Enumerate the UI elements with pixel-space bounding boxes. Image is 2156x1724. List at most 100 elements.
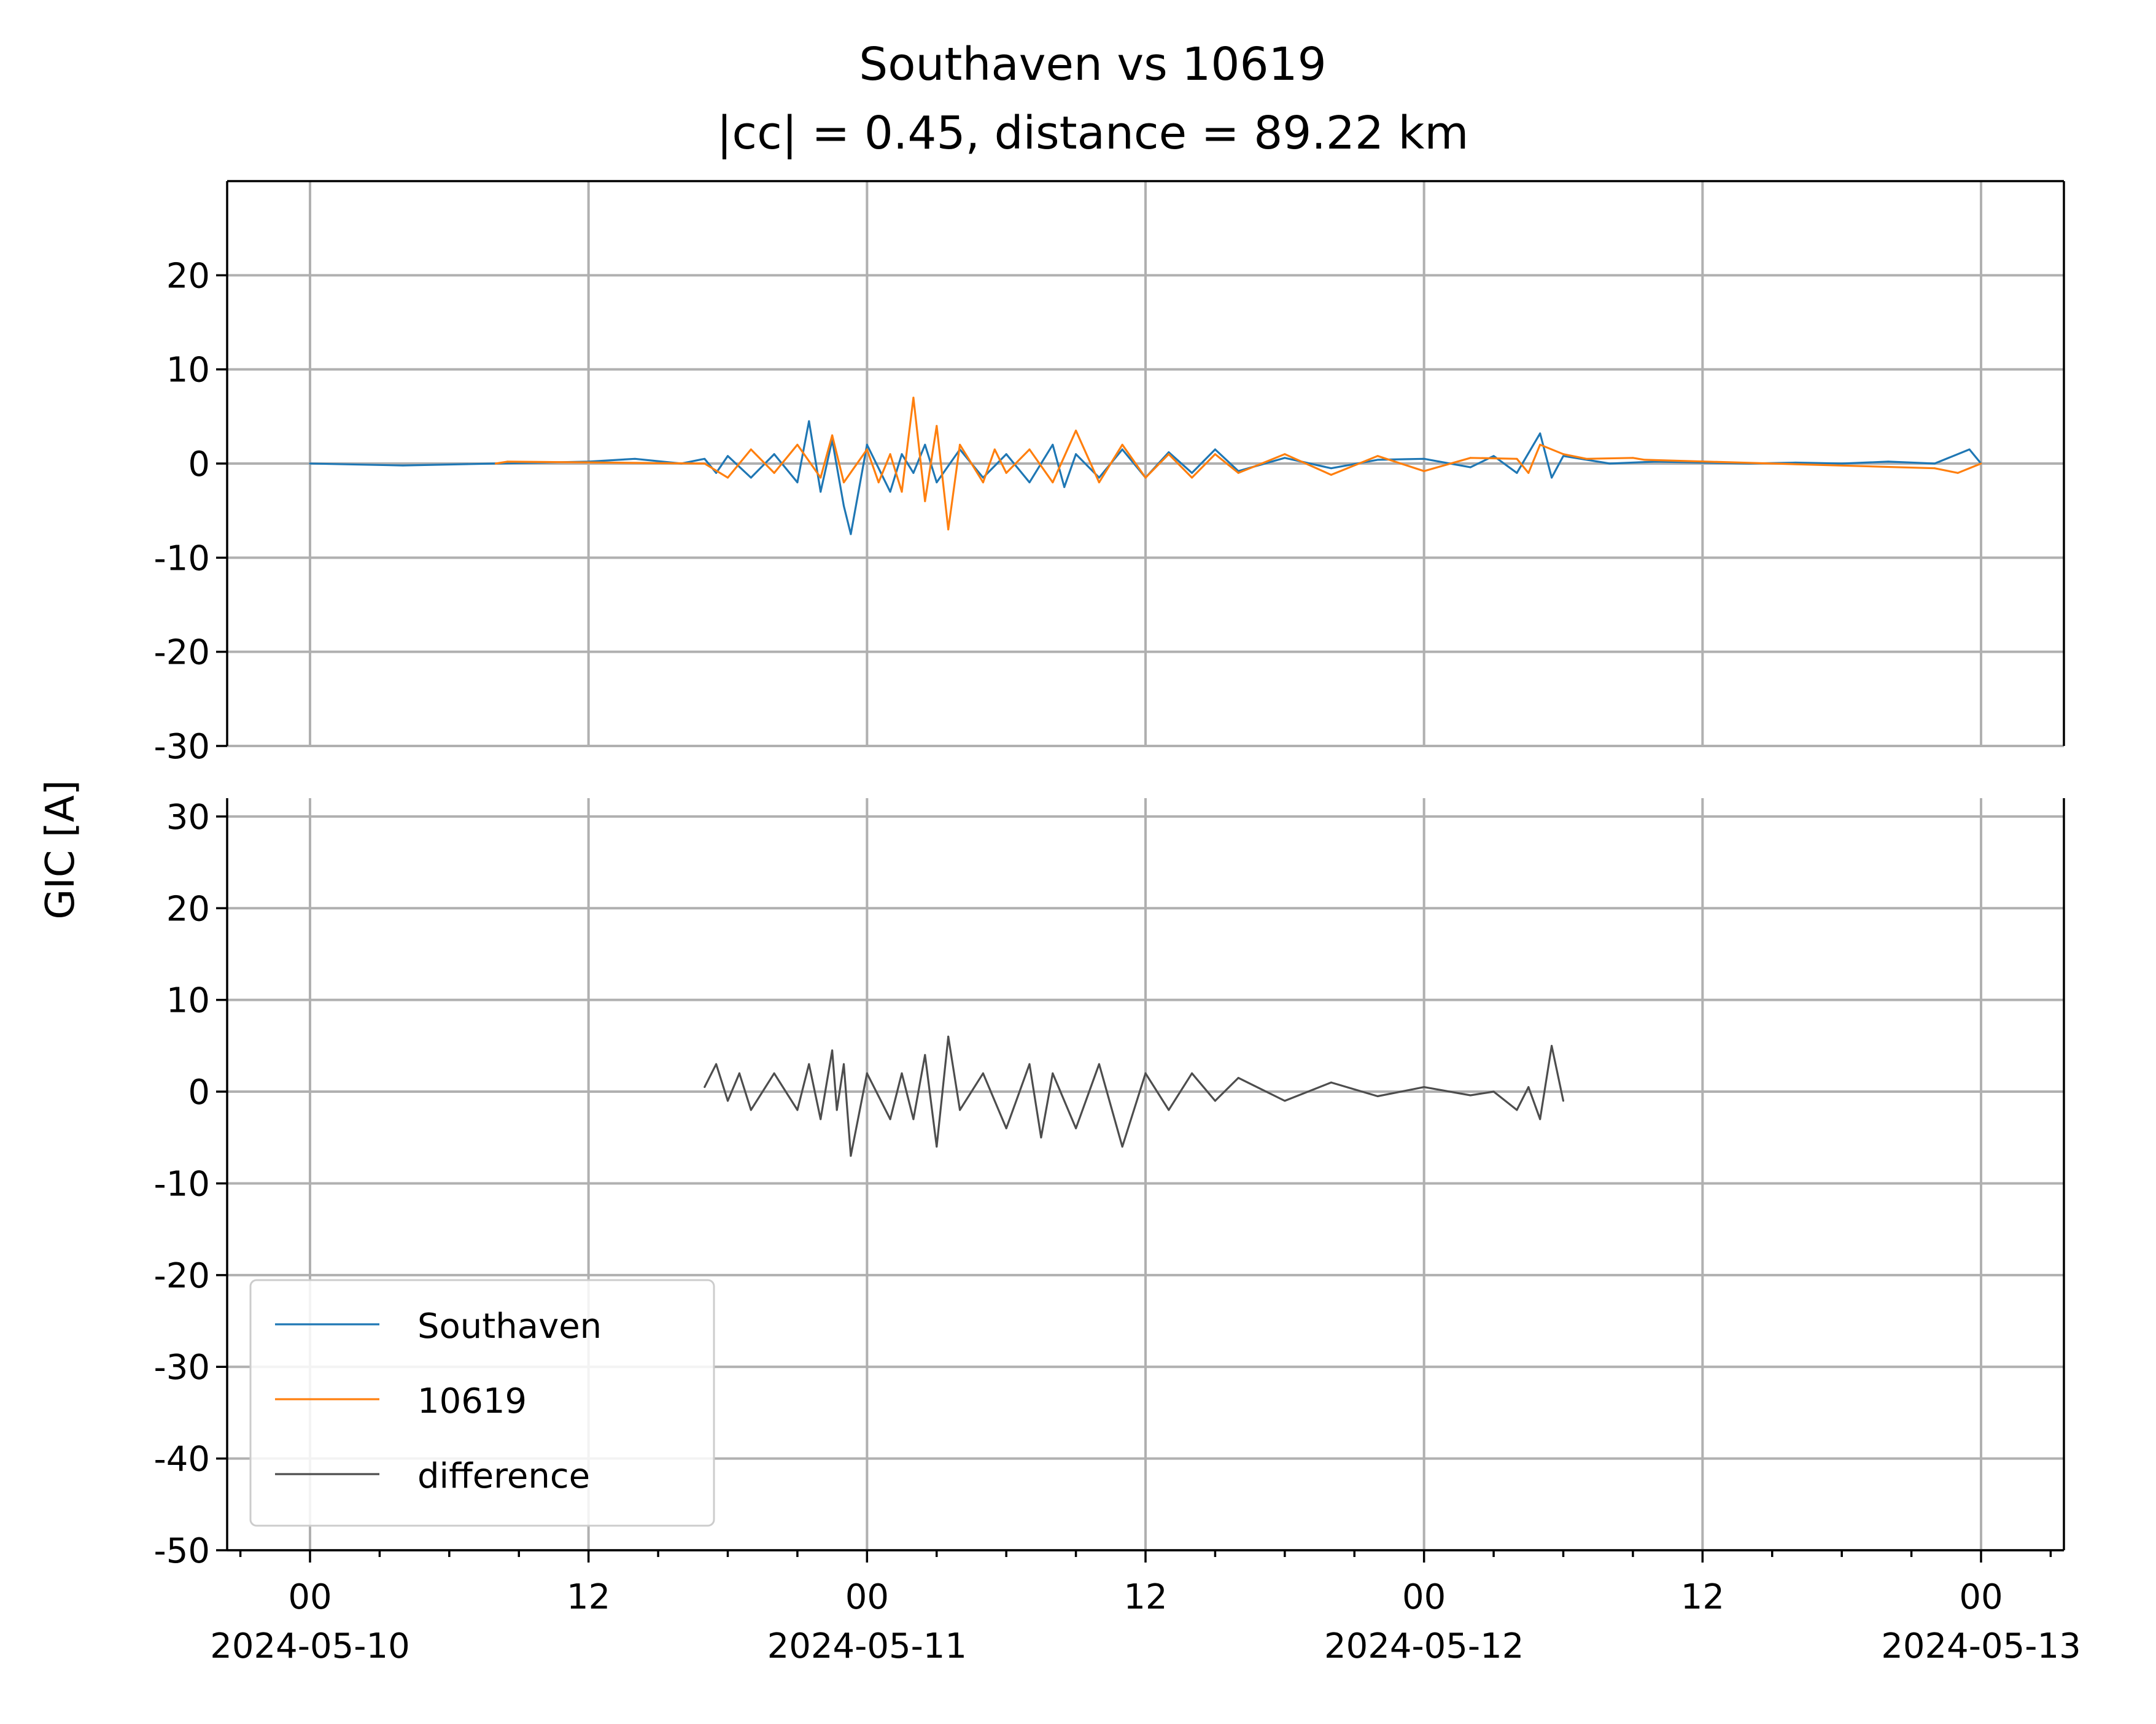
data-point (901, 491, 903, 493)
data-point (494, 462, 497, 465)
data-point (982, 1072, 984, 1074)
data-point (1968, 448, 1971, 451)
data-point (1469, 1094, 1472, 1097)
data-point (936, 425, 938, 427)
data-point (993, 448, 996, 451)
legend-box (249, 1279, 715, 1527)
data-point (1075, 1127, 1077, 1130)
data-point (1840, 462, 1843, 465)
data-point (947, 1035, 950, 1038)
series-line-difference (704, 1035, 1565, 1157)
data-point (901, 1072, 903, 1074)
data-point (1423, 457, 1425, 460)
data-point (1469, 457, 1472, 459)
data-point (1284, 1100, 1286, 1102)
data-point (982, 481, 984, 484)
data-point (401, 464, 404, 467)
y-tick-label: 10 (166, 981, 210, 1021)
data-point (1040, 1136, 1042, 1139)
y-tick-label: 20 (166, 889, 210, 929)
x-tick-label: 12 (1123, 1577, 1167, 1617)
data-point (820, 1118, 822, 1120)
data-point (1643, 459, 1646, 461)
data-point (1214, 448, 1216, 451)
data-point (1098, 476, 1100, 479)
data-point (1794, 461, 1797, 464)
data-point (704, 462, 706, 465)
data-point (866, 1072, 868, 1074)
x-tick-date-label: 2024-05-12 (1324, 1626, 1524, 1666)
x-tick-date-label: 2024-05-11 (767, 1626, 967, 1666)
data-point (1933, 462, 1936, 465)
y-tick-label: -50 (154, 1531, 210, 1571)
x-tick-label: 12 (1681, 1577, 1724, 1617)
data-point (1052, 1072, 1054, 1074)
x-tick-label: 00 (1959, 1577, 2003, 1617)
data-point (750, 1109, 752, 1111)
data-point (1469, 466, 1472, 468)
data-point (750, 448, 752, 451)
data-point (808, 1063, 810, 1065)
top-panel: -30 -20 -10 0 10 20 (154, 180, 2065, 767)
data-point (1144, 476, 1147, 479)
data-point (1562, 455, 1564, 457)
data-point (796, 1109, 799, 1111)
x-tick-date-label: 2024-05-10 (210, 1626, 409, 1666)
data-point (820, 476, 822, 479)
data-point (1423, 470, 1425, 472)
data-point (796, 481, 799, 484)
grid (227, 798, 2064, 1551)
data-point (889, 453, 891, 456)
data-point (1052, 481, 1054, 484)
data-point (843, 505, 845, 507)
y-tick-label: -30 (154, 727, 210, 767)
data-point (1956, 472, 1959, 474)
data-point (1005, 472, 1007, 474)
data-point (1516, 1109, 1518, 1111)
x-tick-date-label: 2024-05-13 (1881, 1626, 2080, 1666)
data-point (1005, 453, 1007, 456)
data-point (912, 397, 915, 399)
data-point (1551, 476, 1553, 479)
data-point (715, 1063, 718, 1065)
data-point (727, 455, 729, 457)
y-tick-label: -20 (154, 1256, 210, 1296)
legend-label: Southaven (417, 1307, 602, 1346)
data-point (1075, 429, 1077, 432)
legend-label: difference (417, 1456, 590, 1496)
data-point (850, 1155, 852, 1157)
bottom-panel: -50 -40 -30 -20 -10 0 10 20 30 (154, 798, 2065, 1571)
data-point (843, 481, 845, 484)
chart-subtitle: |cc| = 0.45, distance = 89.22 km (716, 107, 1468, 160)
y-tick-label: -10 (154, 1164, 210, 1204)
data-point (1516, 457, 1518, 460)
data-point (1887, 460, 1890, 463)
data-point (1980, 462, 1982, 465)
data-point (1214, 1100, 1216, 1102)
data-point (850, 533, 852, 535)
data-point (1527, 1086, 1530, 1089)
data-point (947, 528, 950, 530)
y-tick-label: -40 (154, 1440, 210, 1480)
y-tick-label: 0 (188, 1073, 210, 1112)
data-point (1121, 448, 1123, 451)
y-tick-label: -20 (154, 633, 210, 673)
data-point (959, 1109, 961, 1111)
data-point (1237, 472, 1239, 474)
data-point (1075, 453, 1077, 456)
data-point (1516, 472, 1518, 474)
data-point (1284, 453, 1286, 456)
data-point (820, 491, 822, 493)
x-axis: 00 2024-05-10 12 00 2024-05-11 12 00 2024-05-12… (210, 1550, 2081, 1666)
data-point (738, 1072, 740, 1074)
data-point (1551, 1044, 1553, 1047)
data-point (1237, 1077, 1239, 1079)
data-point (1168, 451, 1170, 454)
data-point (715, 472, 718, 474)
data-point (866, 448, 868, 451)
data-point (1284, 457, 1286, 459)
y-tick-label: -30 (154, 1348, 210, 1388)
data-point (843, 1063, 845, 1065)
data-point (1608, 462, 1611, 465)
